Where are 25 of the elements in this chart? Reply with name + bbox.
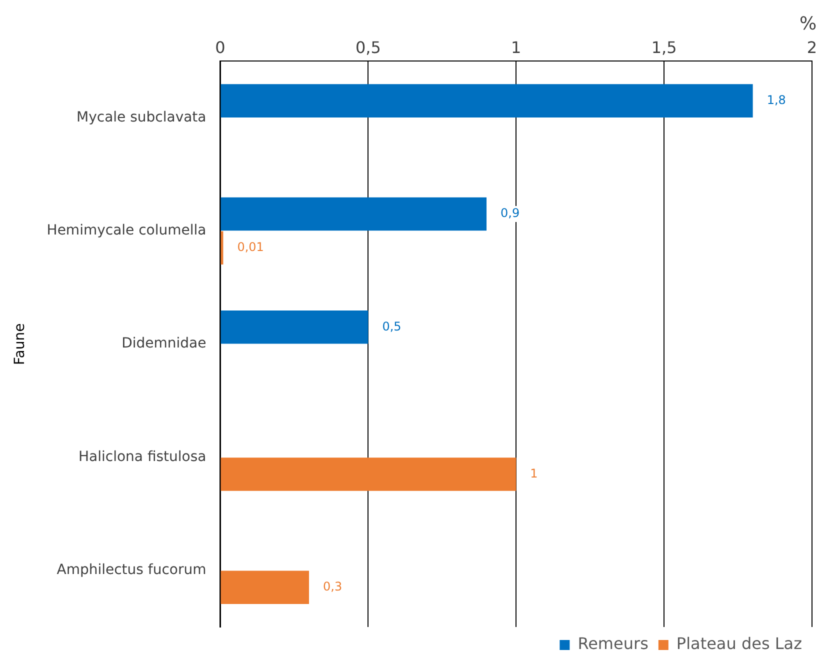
y-tick-label: Amphilectus fucorum xyxy=(56,562,206,578)
data-label: 0,9 xyxy=(500,206,520,220)
data-label: 1,8 xyxy=(766,92,786,107)
y-axis-title: Faune xyxy=(12,323,28,365)
bar xyxy=(220,570,310,604)
x-tick-label: 0,5 xyxy=(355,38,381,57)
y-tick-label: Mycale subclavata xyxy=(76,109,206,126)
bar xyxy=(220,197,487,231)
y-tick-label: Haliclona fistulosa xyxy=(78,448,206,465)
x-tick-label: 2 xyxy=(806,38,818,57)
x-axis-title: % xyxy=(799,14,817,35)
y-tick-label: Didemnidae xyxy=(122,336,206,352)
y-tick-label: Hemimycale columella xyxy=(46,222,206,239)
bar xyxy=(220,84,753,118)
data-label: 0,5 xyxy=(382,319,402,334)
x-tick-label: 0 xyxy=(215,38,226,57)
x-tick-label: 1,5 xyxy=(651,38,677,57)
bar xyxy=(220,310,368,344)
data-label: 0,01 xyxy=(237,240,264,254)
data-label: 1 xyxy=(530,466,538,480)
legend-label: Plateau des Laz xyxy=(676,634,802,654)
bar xyxy=(220,458,516,491)
x-tick-label: 1 xyxy=(511,38,522,57)
legend-label: Remeurs xyxy=(578,634,648,654)
data-label: 0,3 xyxy=(323,580,342,594)
